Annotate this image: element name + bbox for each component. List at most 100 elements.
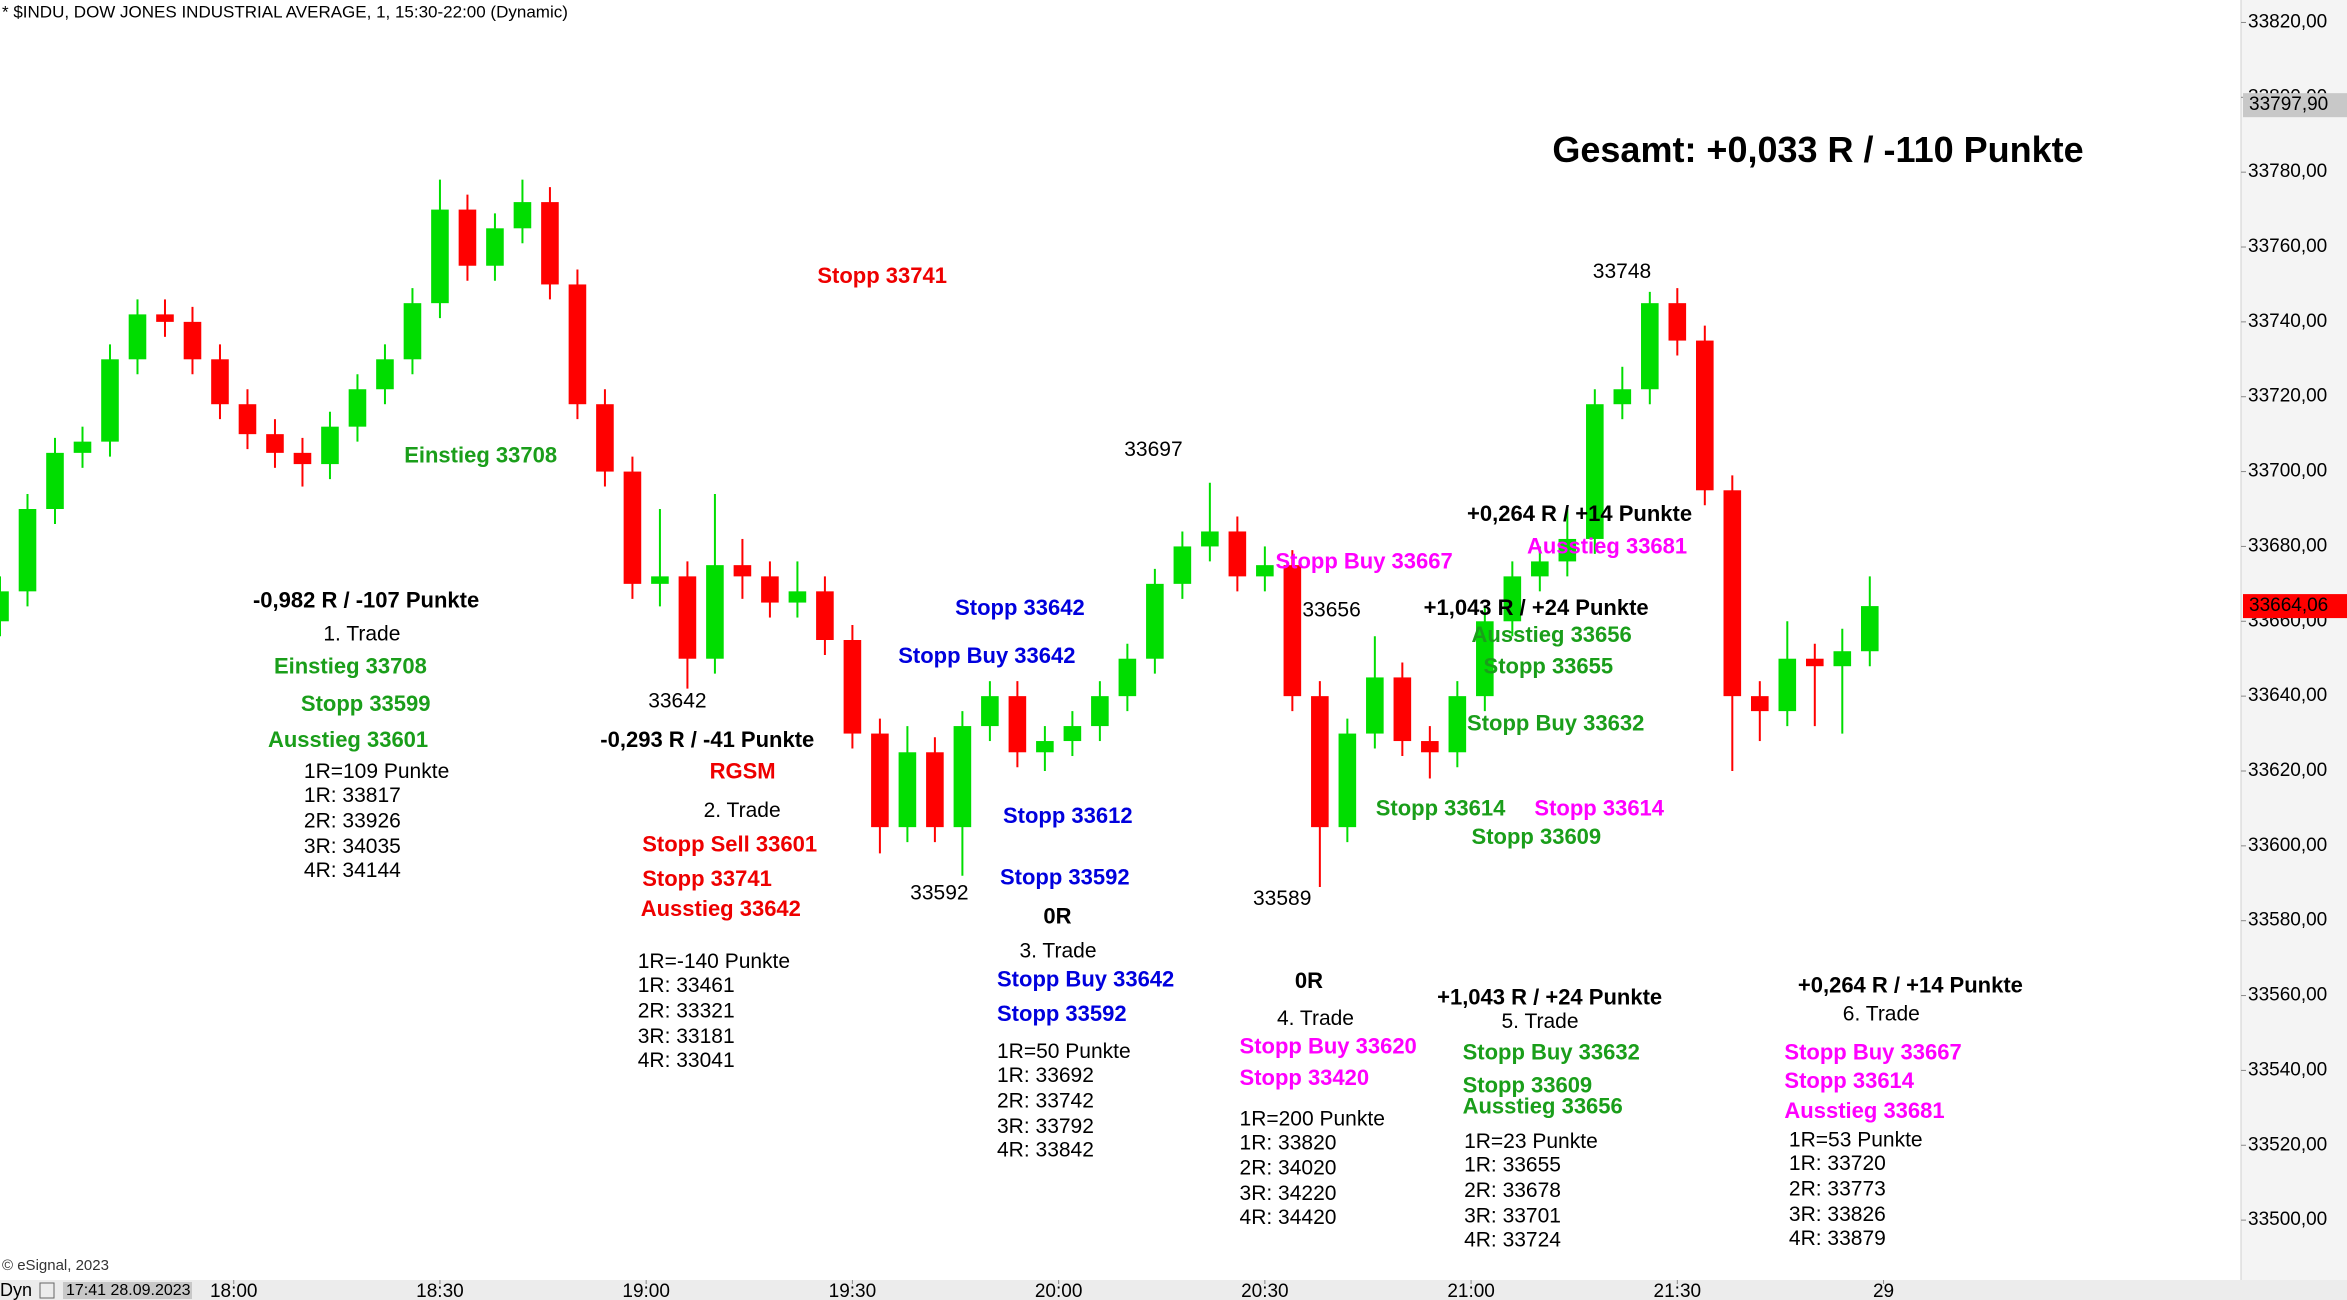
annotation: 33697 [1124, 438, 1182, 461]
candle-body [843, 640, 862, 734]
annotation: Stopp 33614 [1376, 796, 1506, 821]
price-label-box [2243, 93, 2347, 118]
annotation: RGSM [710, 758, 776, 783]
annotation: 6. Trade [1843, 1003, 1920, 1026]
candle-body [321, 426, 339, 465]
annotation: +1,043 R / +24 Punkte [1424, 595, 1649, 620]
time-axis-panel [0, 1280, 2347, 1300]
y-tick-label: 33740,00 [2248, 311, 2327, 332]
candle-body [1586, 404, 1604, 539]
annotation: Stopp 33592 [1000, 865, 1130, 890]
annotation: 2R: 33678 [1464, 1179, 1561, 1202]
y-tick-label: 33520,00 [2248, 1134, 2327, 1155]
annotation: 4. Trade [1277, 1007, 1354, 1030]
annotation: 1R: 33461 [638, 974, 735, 997]
annotation: Stopp Buy 33642 [997, 966, 1174, 991]
annotation: -0,982 R / -107 Punkte [253, 588, 479, 613]
candle-body [1091, 696, 1109, 727]
annotation: Stopp Buy 33632 [1463, 1040, 1640, 1065]
candle-body [128, 314, 147, 360]
annotation: Stopp Buy 33620 [1240, 1034, 1417, 1059]
candle-body [293, 452, 312, 465]
annotation: 4R: 33879 [1789, 1227, 1886, 1250]
x-tick-label: 21:30 [1654, 1281, 1702, 1300]
y-tick-label: 33560,00 [2248, 985, 2327, 1006]
annotation: Einstieg 33708 [274, 653, 427, 678]
annotation: 0R [1295, 968, 1323, 993]
candle-body [458, 209, 477, 266]
annotation: 1R: 33655 [1464, 1154, 1561, 1177]
candle-body [1256, 565, 1274, 577]
candle-body [1008, 696, 1027, 753]
annotation: 2R: 33742 [997, 1089, 1094, 1112]
annotation: 33656 [1302, 598, 1360, 621]
candle-body [1668, 303, 1687, 341]
annotation: 33589 [1253, 887, 1311, 910]
candle-body [1228, 531, 1247, 577]
annotation: 1. Trade [323, 622, 400, 645]
annotation: Stopp 33642 [955, 595, 1085, 620]
annotation: 33748 [1593, 260, 1651, 283]
candle-body [1696, 340, 1714, 491]
price-label: 33664,06 [2249, 595, 2328, 616]
annotation: 4R: 34420 [1240, 1206, 1337, 1229]
annotation: 3. Trade [1019, 940, 1096, 963]
lock-icon[interactable] [39, 1282, 55, 1299]
candle-body [568, 284, 587, 405]
x-tick-label: 21:00 [1447, 1281, 1495, 1300]
candle-body [1338, 733, 1357, 828]
annotation: 3R: 34035 [304, 835, 401, 858]
annotation: Stopp 33420 [1240, 1065, 1370, 1090]
candle-body [1283, 565, 1302, 697]
candle-body [981, 696, 999, 727]
annotation: Stopp 33741 [642, 866, 772, 891]
annotation: Stopp 33592 [997, 1001, 1127, 1026]
y-tick-label: 33540,00 [2248, 1059, 2327, 1080]
annotation: 1R=-140 Punkte [638, 950, 790, 973]
candle-body [1531, 561, 1549, 577]
candle-body [1118, 658, 1137, 697]
y-tick-label: 33820,00 [2248, 11, 2327, 32]
annotation: 1R=200 Punkte [1240, 1107, 1385, 1130]
y-tick-label: 33600,00 [2248, 835, 2327, 856]
candle-body [1503, 576, 1522, 622]
annotation: 4R: 33041 [638, 1049, 735, 1072]
annotation: 33592 [910, 881, 968, 904]
y-tick-label: 33680,00 [2248, 535, 2327, 556]
annotation: Stopp 33614 [1534, 796, 1664, 821]
y-tick-label: 33720,00 [2248, 386, 2327, 407]
annotation: Ausstieg 33681 [1784, 1098, 1944, 1123]
annotation: 1R=50 Punkte [997, 1040, 1131, 1063]
annotation: +1,043 R / +24 Punkte [1437, 984, 1662, 1009]
annotation: Stopp Buy 33667 [1784, 1040, 1961, 1065]
annotation: Einstieg 33708 [404, 442, 557, 467]
candle-body [678, 576, 697, 659]
y-tick-label: 33700,00 [2248, 461, 2327, 482]
candle-body [761, 576, 779, 603]
candle-body [431, 209, 449, 304]
candle-body [1421, 741, 1439, 753]
candle-body [266, 434, 284, 453]
annotation: 5. Trade [1501, 1010, 1578, 1033]
candle-body [348, 389, 367, 427]
annotation: Ausstieg 33642 [641, 896, 801, 921]
candle-body [46, 452, 64, 510]
candle-body [733, 565, 752, 577]
y-tick-label: 33620,00 [2248, 760, 2327, 781]
candle-body [1613, 389, 1632, 405]
candle-body [1751, 696, 1769, 712]
annotation: Ausstieg 33681 [1527, 534, 1687, 559]
annotation: 2. Trade [704, 799, 781, 822]
candle-body [1476, 621, 1494, 697]
annotation: Stopp 33655 [1484, 653, 1614, 678]
annotation: Stopp 33741 [817, 263, 947, 288]
candle-body [403, 303, 422, 360]
annotation: 33642 [648, 690, 706, 713]
annotation: 2R: 33773 [1789, 1178, 1886, 1201]
annotation: 2R: 33926 [304, 809, 401, 832]
candle-body [376, 359, 394, 390]
annotation: Stopp 33614 [1784, 1068, 1914, 1093]
x-tick-label: 18:30 [416, 1281, 464, 1300]
candle-body [706, 565, 724, 659]
